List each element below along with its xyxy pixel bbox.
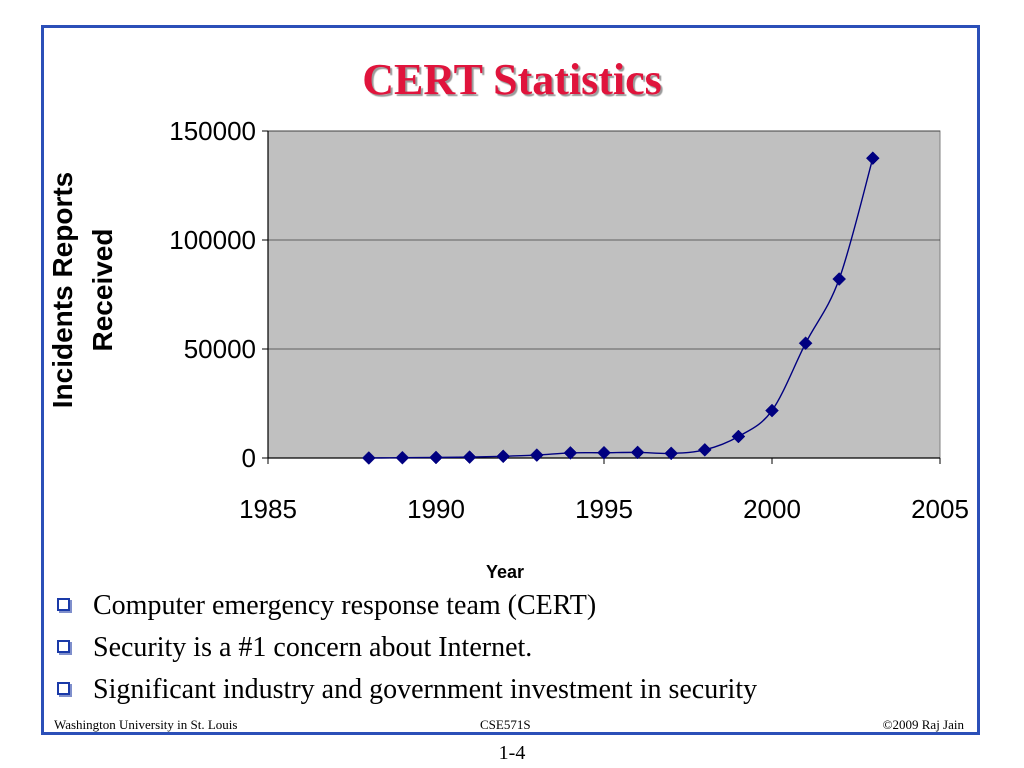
bullet-text: Security is a #1 concern about Internet. [93, 632, 533, 663]
data-point-marker [361, 451, 376, 465]
x-tick-label: 1985 [239, 494, 297, 524]
data-point-marker [563, 446, 578, 460]
data-point-marker [765, 403, 779, 418]
data-point-marker [429, 450, 443, 465]
x-tick-label: 2005 [911, 494, 969, 524]
slide-title: CERT Statistics [362, 55, 662, 104]
bullet-item: Security is a #1 concern about Internet. [55, 627, 955, 669]
footer-copyright: ©2009 Raj Jain [882, 717, 964, 732]
bullet-square-icon [57, 682, 70, 695]
slide-frame [41, 25, 980, 735]
data-point-marker [664, 446, 679, 461]
bullet-square-icon [57, 640, 70, 653]
footer-course: CSE571S [480, 717, 531, 732]
data-point-marker [630, 445, 645, 460]
bullet-text: Significant industry and government inve… [93, 674, 758, 705]
data-point-marker [496, 449, 511, 464]
bullet-text: Computer emergency response team (CERT) [93, 590, 597, 621]
y-tick-label: 100000 [169, 225, 256, 255]
data-point-marker [731, 429, 746, 444]
data-point-marker [697, 443, 712, 457]
y-tick-label: 50000 [184, 334, 256, 364]
x-tick-label: 1995 [575, 494, 633, 524]
data-point-marker [832, 272, 847, 286]
y-axis-title-line-2: Received [87, 229, 118, 352]
data-point-marker [462, 450, 477, 464]
data-point-marker [395, 450, 410, 465]
footer-institution: Washington University in St. Louis [54, 717, 238, 732]
y-axis-title: Incidents Reports Received [47, 172, 118, 408]
data-point-marker [529, 448, 544, 462]
y-tick-label: 150000 [169, 116, 256, 146]
x-tick-label: 1990 [407, 494, 465, 524]
x-axis-title: Year [486, 562, 524, 582]
y-tick-label: 0 [242, 443, 256, 473]
page-number: 1-4 [498, 742, 526, 764]
data-point-marker [597, 445, 611, 460]
bullet-list: Computer emergency response team (CERT) … [55, 585, 955, 711]
bullet-square-icon [57, 598, 70, 611]
data-point-marker [865, 151, 880, 166]
data-point-marker [798, 336, 813, 351]
y-axis-title-line-1: Incidents Reports [47, 172, 78, 408]
bullet-item: Significant industry and government inve… [55, 669, 955, 711]
x-tick-label: 2000 [743, 494, 801, 524]
plot-area [267, 130, 941, 459]
bullet-item: Computer emergency response team (CERT) [55, 585, 955, 627]
